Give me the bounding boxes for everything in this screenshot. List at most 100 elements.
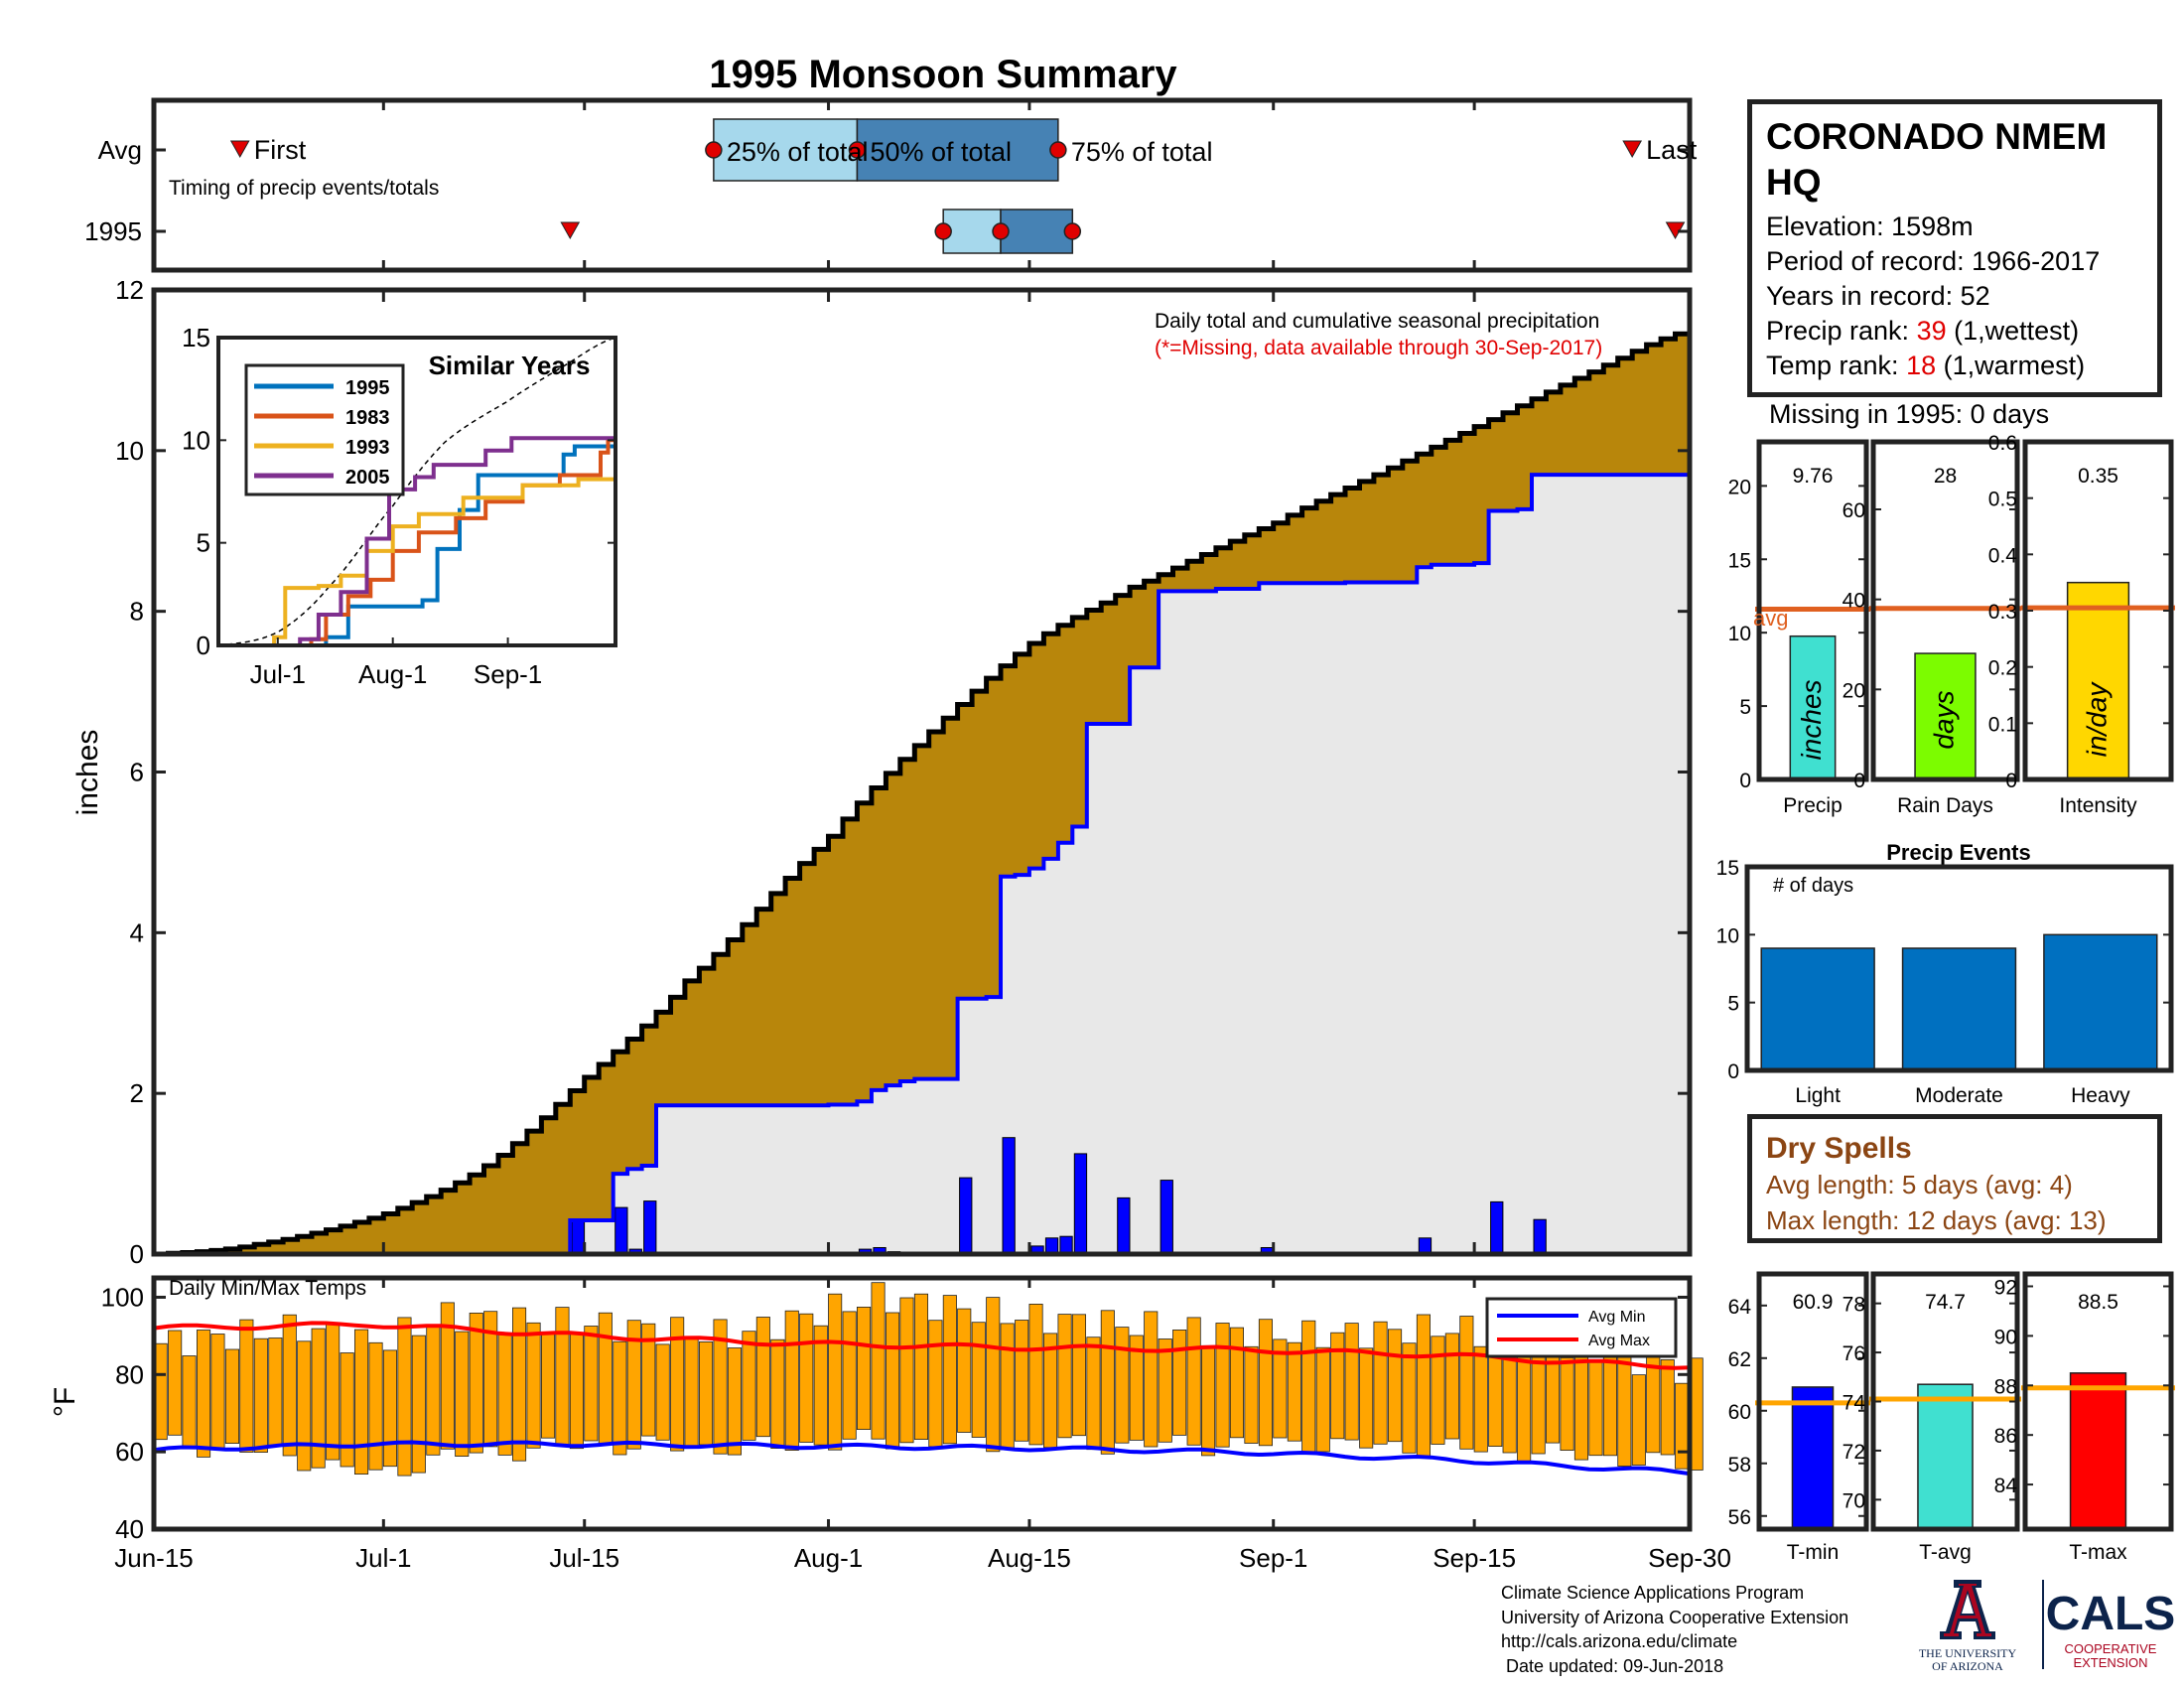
events-y-tick-label: 10	[1716, 924, 1739, 947]
daily-temp-bar	[928, 1320, 943, 1448]
daily-temp-bar	[1172, 1330, 1187, 1436]
daily-temp-bar	[670, 1317, 685, 1452]
avg-cumulative-line	[154, 330, 1693, 1257]
totals-bar	[1914, 652, 1977, 780]
inset-y-tick-label: 5	[197, 528, 210, 558]
daily-temp-bar	[641, 1323, 656, 1437]
y-tick-label: 2	[130, 1078, 144, 1108]
daily-precip-bar	[614, 1206, 628, 1255]
credit-date: Date updated: 09-Jun-2018	[1501, 1655, 1724, 1676]
inset-legend-label: 1995	[345, 377, 390, 399]
daily-temp-bar	[971, 1322, 986, 1438]
daily-temp-bar	[512, 1307, 527, 1462]
inset-avg-line	[217, 337, 616, 646]
timing-row-label: 1995	[84, 216, 142, 246]
daily-temp-bar	[382, 1349, 397, 1468]
totals-unit-label: days	[1929, 690, 1960, 749]
timing-box-25-50	[713, 118, 859, 182]
daily-temp-bar	[1675, 1382, 1690, 1470]
timing-event-marker	[560, 221, 581, 240]
daily-temp-bar	[598, 1312, 613, 1445]
station-name: CORONADO NMEM HQ	[1766, 116, 2108, 203]
daily-precip-bar	[1073, 1153, 1088, 1255]
credit-line: University of Arizona Cooperative Extens…	[1501, 1607, 1849, 1627]
totals-panel: 28 days 0 20 40 60 Rain Days	[1843, 439, 2021, 817]
daily-temp-bar	[282, 1314, 297, 1457]
daily-temp-bar	[799, 1313, 814, 1443]
daily-temp-bar	[1517, 1354, 1532, 1463]
daily-temp-bar	[1416, 1314, 1432, 1459]
daily-temp-bar	[1602, 1356, 1618, 1457]
inset-title: Similar Years	[429, 351, 591, 380]
daily-temp-bar	[713, 1319, 728, 1455]
totals-y-tick-label: 40	[1843, 590, 1865, 613]
temps-legend: Avg Min Avg Max	[1485, 1297, 1678, 1358]
daily-temp-bar	[426, 1326, 441, 1456]
temp-summary-y-tick-label: 72	[1843, 1441, 1865, 1464]
temps-title: Daily Min/Max Temps	[169, 1277, 366, 1300]
temp-summary-bar	[1791, 1386, 1835, 1530]
temp-summary-panel: 88.5 84 86 88 90 92 T-max	[1994, 1271, 2175, 1564]
precip-rank-label: Precip rank:	[1766, 316, 1917, 346]
daily-temp-bar	[613, 1340, 627, 1456]
daily-precip-bar	[1059, 1235, 1073, 1255]
daily-temp-bar	[1631, 1374, 1646, 1466]
legend-frame	[1485, 1297, 1678, 1358]
credit-link[interactable]: http://cals.arizona.edu/climate	[1501, 1631, 1738, 1651]
daily-temp-bar	[483, 1311, 498, 1448]
daily-temp-bar	[224, 1348, 240, 1444]
daily-temp-bar	[784, 1310, 799, 1451]
daily-temp-bar	[196, 1330, 211, 1458]
totals-category-label: Precip	[1783, 794, 1843, 817]
daily-temp-bar	[1388, 1329, 1403, 1443]
events-category-label: Heavy	[2071, 1084, 2130, 1107]
daily-temp-bar	[755, 1317, 770, 1438]
station-elevation: Elevation: 1598m	[1766, 211, 1974, 241]
temp-summary-y-tick-label: 60	[1728, 1401, 1751, 1424]
totals-value-label: 28	[1934, 465, 1957, 488]
daily-temp-bar	[569, 1333, 584, 1450]
totals-y-tick-label: 15	[1728, 549, 1751, 572]
daily-temp-bar	[1057, 1314, 1072, 1439]
totals-y-tick-label: 5	[1739, 696, 1751, 719]
x-tick-label: Aug-15	[988, 1543, 1071, 1573]
daily-precip-bar	[1160, 1180, 1173, 1255]
temp-summary-value-label: 74.7	[1925, 1291, 1966, 1314]
temp-summary-bar	[2069, 1372, 2127, 1530]
extension-line-1: COOPERATIVE	[2065, 1641, 2157, 1656]
temp-summary-panel: 74.7 70 72 74 76 78 T-avg	[1843, 1271, 2021, 1564]
inset-x-tick-label: Aug-1	[358, 659, 427, 689]
daily-precip-bar	[571, 1219, 586, 1255]
daily-temp-bar	[957, 1308, 972, 1433]
daily-temp-bar	[899, 1297, 914, 1444]
daily-temp-bar	[857, 1307, 872, 1431]
daily-temp-bar	[1560, 1357, 1574, 1452]
station-years: Years in record: 52	[1766, 281, 1990, 311]
temp-summary-y-tick-label: 90	[1994, 1326, 2017, 1348]
daily-temp-bar	[942, 1295, 957, 1445]
timing-row-label: Avg	[98, 135, 142, 165]
totals-frame	[1756, 439, 1869, 782]
timing-subtitle: Timing of precip events/totals	[169, 177, 439, 200]
timing-percentile-marker	[934, 222, 952, 240]
daily-temp-bar	[913, 1293, 928, 1440]
daily-temp-bar	[1015, 1320, 1029, 1442]
timing-panel: Avg 1995 First Last 25% of total 50% of total…	[84, 97, 1698, 273]
events-title: Precip Events	[1886, 840, 2031, 865]
daily-temp-bar	[626, 1320, 641, 1450]
station-info-box: CORONADO NMEM HQ Elevation: 1598m Period…	[1747, 99, 2162, 397]
timing-event-marker	[1622, 140, 1643, 159]
daily-temp-bar	[239, 1319, 254, 1453]
daily-temp-bar	[1201, 1344, 1216, 1457]
totals-panel: 0.35 in/day 0 0.1 0.2 0.3 0.4 0.5 0.6 Intensity	[1988, 432, 2175, 817]
temp-summary-charts: 60.9 56 58 60 62 64 T-min 74.7 70 72 74 76 78 T-avg 88…	[1728, 1271, 2175, 1564]
daily-temp-bar	[1158, 1338, 1172, 1443]
daily-temp-bar	[353, 1329, 369, 1475]
temp-summary-y-tick-label: 64	[1728, 1296, 1752, 1319]
temp-y-axis-label: °F	[49, 1387, 81, 1417]
y-tick-label: 6	[130, 758, 144, 787]
events-bar	[1760, 947, 1875, 1071]
daily-precip-bar	[1002, 1137, 1016, 1255]
events-frame	[1744, 864, 2174, 1073]
temp-summary-value-label: 88.5	[2078, 1291, 2118, 1314]
